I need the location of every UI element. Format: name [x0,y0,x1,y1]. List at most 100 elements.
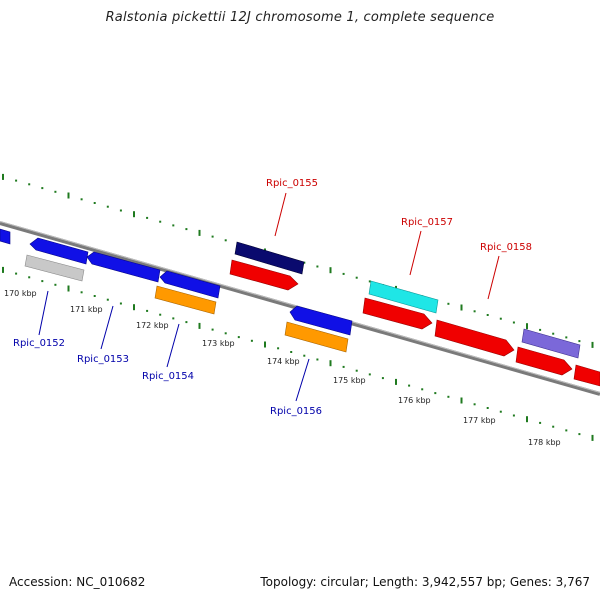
gene-arrow[interactable] [159,270,221,299]
minor-tick [224,239,227,242]
minor-tick [28,276,31,279]
minor-tick [15,179,18,182]
leader-line [100,305,114,350]
major-tick [133,211,135,218]
gene-arrow[interactable] [434,319,515,357]
major-tick [2,173,4,180]
minor-tick [342,365,345,368]
gene-label-rpic-0155[interactable]: Rpic_0155 [266,178,318,189]
minor-tick [93,295,96,297]
gene-label-rpic-0156[interactable]: Rpic_0156 [270,406,322,417]
minor-tick [565,336,568,339]
minor-tick [565,429,568,432]
minor-tick [578,340,581,343]
gene-label-rpic-0158[interactable]: Rpic_0158 [480,242,532,253]
scale-label: 175 kbp [333,376,366,385]
minor-tick [539,421,542,424]
minor-tick [54,283,57,286]
minor-tick [54,190,57,193]
minor-tick [512,414,515,417]
scale-label: 171 kbp [70,305,103,314]
gene-label-rpic-0154[interactable]: Rpic_0154 [142,371,194,382]
gene-arrow[interactable] [362,297,433,330]
minor-tick [303,354,306,357]
minor-tick [552,425,555,428]
minor-tick [512,321,515,324]
minor-tick [237,336,240,339]
leader-line [295,358,310,402]
minor-tick [473,310,476,313]
minor-tick [316,358,319,361]
minor-tick [342,272,345,275]
major-tick [591,341,594,348]
major-tick [198,229,201,236]
major-tick [198,322,201,329]
major-tick [264,341,266,348]
major-tick [460,304,463,311]
gene-arrow[interactable] [24,254,85,282]
major-tick [67,285,70,292]
major-tick [133,304,135,311]
minor-tick [224,332,227,335]
minor-tick [447,302,450,305]
minor-tick [146,309,149,312]
major-tick [395,378,397,385]
minor-tick [499,410,502,413]
scale-label: 173 kbp [202,339,235,348]
scale-label: 176 kbp [398,396,431,405]
minor-tick [41,187,44,190]
major-tick [526,416,528,423]
minor-tick [539,328,542,331]
topology-text: Topology: circular; Length: 3,942,557 bp… [260,575,590,589]
minor-tick [106,205,109,208]
minor-tick [211,235,214,238]
gene-label-rpic-0157[interactable]: Rpic_0157 [401,217,453,228]
gene-label-rpic-0152[interactable]: Rpic_0152 [13,338,65,349]
gene-label-rpic-0153[interactable]: Rpic_0153 [77,354,129,365]
minor-tick [159,313,162,316]
minor-tick [368,280,371,283]
leader-line [166,323,180,368]
minor-tick [434,392,437,395]
minor-tick [355,276,358,279]
minor-tick [211,328,214,331]
minor-tick [15,272,18,275]
minor-tick [146,216,149,219]
gene-arrow[interactable] [154,285,217,315]
minor-tick [447,395,450,398]
major-tick [526,323,528,330]
gene-arrow[interactable] [521,328,581,359]
minor-tick [486,314,489,316]
minor-tick [250,339,253,342]
minor-tick [316,265,319,268]
minor-tick [185,228,188,231]
minor-tick [381,377,384,380]
minor-tick [421,388,424,391]
gene-arrow[interactable] [86,251,161,283]
scale-label: 178 kbp [528,438,561,447]
scale-label: 177 kbp [463,416,496,425]
map-title: Ralstonia pickettii 12J chromosome 1, co… [105,10,495,25]
minor-tick [80,198,83,201]
gene-arrow[interactable] [515,346,573,376]
minor-tick [486,407,489,409]
leader-line [274,192,287,237]
minor-tick [80,291,83,294]
minor-tick [28,183,31,186]
gene-arrow[interactable] [573,364,600,387]
gene-arrow[interactable] [229,259,299,291]
gene-arrow[interactable] [289,305,353,336]
minor-tick [41,280,44,283]
minor-tick [185,321,188,324]
gene-arrow[interactable] [29,237,89,265]
minor-tick [119,302,122,305]
gene-arrow[interactable] [284,321,349,353]
scale-label: 172 kbp [136,321,169,330]
gene-arrow[interactable] [368,280,439,314]
gene-arrow[interactable] [0,228,11,245]
minor-tick [552,332,555,335]
gene-arrow[interactable] [234,241,305,275]
minor-tick [578,433,581,436]
major-tick [460,397,463,404]
